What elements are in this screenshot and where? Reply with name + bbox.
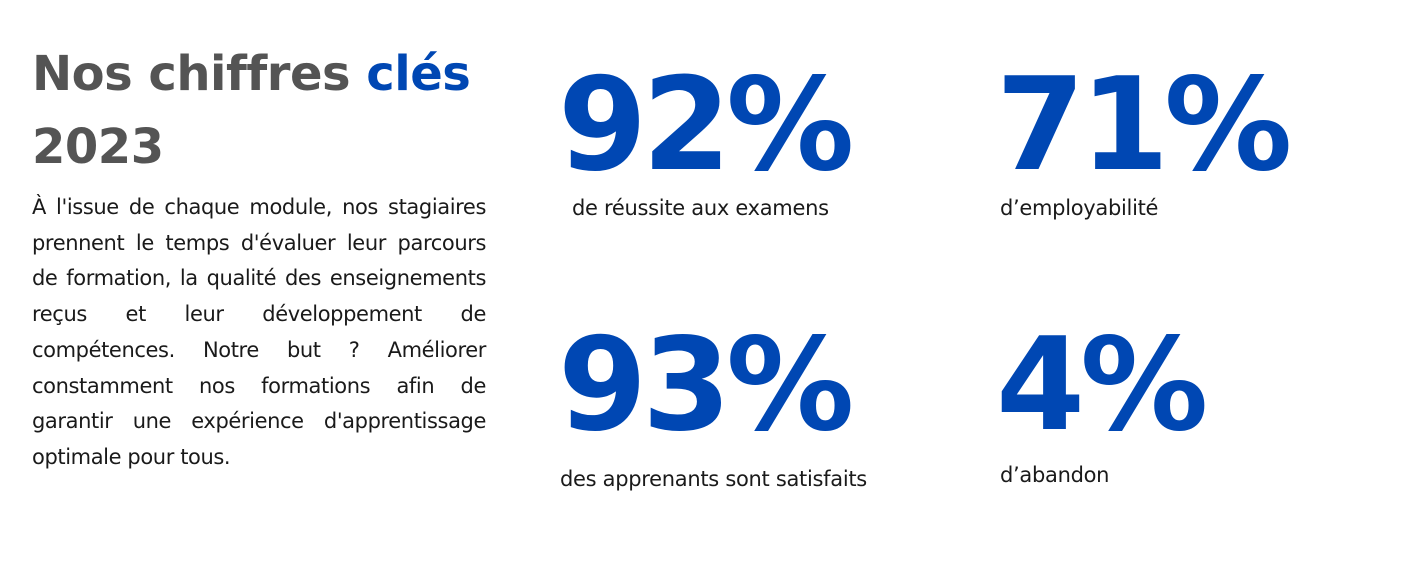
- stat-value-exam-success: 92%: [558, 51, 854, 200]
- stat-value-employability: 71%: [996, 51, 1292, 200]
- stat-label-dropout: d’abandon: [1000, 463, 1110, 487]
- stat-label-satisfaction: des apprenants sont satisfaits: [560, 467, 867, 491]
- stat-value-dropout: 4%: [996, 311, 1208, 460]
- title-accent: clés: [366, 46, 471, 102]
- stat-value-satisfaction: 93%: [558, 311, 854, 460]
- description-text: À l'issue de chaque module, nos stagiair…: [32, 195, 486, 469]
- title-year: 2023: [32, 119, 164, 175]
- page-title: Nos chiffres clés 2023: [32, 38, 502, 184]
- stat-label-employability: d’employabilité: [1000, 196, 1159, 220]
- title-main: Nos chiffres: [32, 46, 367, 102]
- stat-label-exam-success: de réussite aux examens: [572, 196, 829, 220]
